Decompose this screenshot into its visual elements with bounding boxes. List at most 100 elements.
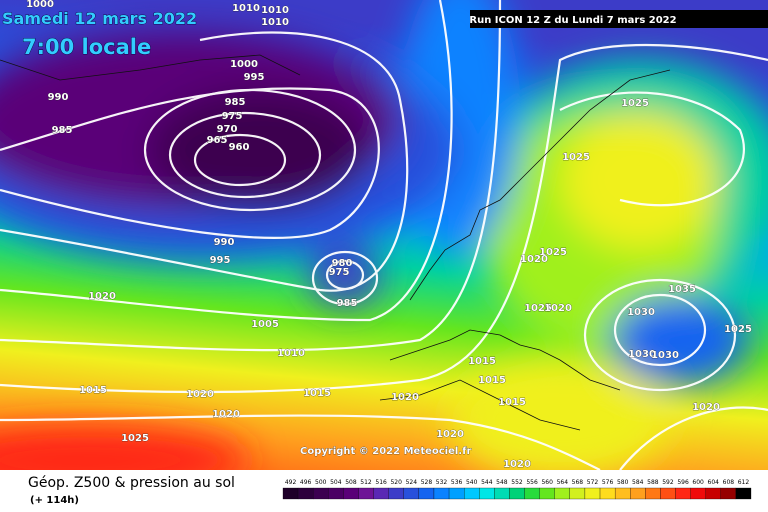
scale-swatch bbox=[328, 487, 344, 500]
isobar-label: 990 bbox=[48, 92, 69, 103]
scale-label: 564 bbox=[557, 479, 569, 486]
isobar-label: 1015 bbox=[79, 385, 107, 396]
isobar-label: 1020 bbox=[520, 254, 548, 265]
isobar-label: 1020 bbox=[544, 303, 572, 314]
isobar-label: 975 bbox=[222, 111, 243, 122]
scale-label: 516 bbox=[375, 479, 387, 486]
isobar-label: 960 bbox=[229, 142, 250, 153]
footer-lead: (+ 114h) bbox=[30, 495, 79, 506]
coastlines bbox=[0, 54, 671, 431]
scale-swatch bbox=[675, 487, 691, 500]
scale-swatch bbox=[735, 487, 752, 500]
scale-swatch bbox=[554, 487, 570, 500]
isobar-label: 1020 bbox=[436, 429, 464, 440]
scale-label: 492 bbox=[285, 479, 297, 486]
scale-label: 552 bbox=[511, 479, 523, 486]
isobar-label: 1020 bbox=[503, 459, 531, 470]
scale-swatch bbox=[297, 487, 314, 500]
scale-swatch bbox=[343, 487, 359, 500]
date-label: Samedi 12 mars 2022 bbox=[2, 9, 197, 28]
scale-label: 576 bbox=[602, 479, 614, 486]
scale-label: 496 bbox=[300, 479, 312, 486]
scale-swatch bbox=[358, 487, 374, 500]
scale-label: 528 bbox=[421, 479, 433, 486]
scale-label: 548 bbox=[496, 479, 508, 486]
scale-label: 524 bbox=[406, 479, 418, 486]
isobar-label: 1025 bbox=[562, 152, 590, 163]
isobar-label: 1005 bbox=[251, 319, 279, 330]
isobar-label: 975 bbox=[329, 267, 350, 278]
isobar-label: 1020 bbox=[212, 409, 240, 420]
scale-swatch bbox=[645, 487, 661, 500]
scale-swatch bbox=[599, 487, 616, 500]
scale-label: 508 bbox=[345, 479, 357, 486]
scale-label: 544 bbox=[481, 479, 493, 486]
scale-swatch bbox=[569, 487, 586, 500]
color-scale: 492 496 500 504 508 512 516 520 524 528 532 536 540 5… bbox=[282, 479, 752, 500]
isobar-label: 1025 bbox=[121, 433, 149, 444]
scale-label: 588 bbox=[647, 479, 659, 486]
scale-label: 504 bbox=[330, 479, 342, 486]
scale-label: 604 bbox=[708, 479, 720, 486]
scale-label: 572 bbox=[587, 479, 599, 486]
scale-swatch bbox=[539, 487, 555, 500]
isobar-label: 995 bbox=[210, 255, 231, 266]
scale-label: 596 bbox=[677, 479, 689, 486]
isobar-label: 990 bbox=[214, 237, 235, 248]
isobar-label: 965 bbox=[207, 135, 228, 146]
scale-label: 600 bbox=[692, 479, 704, 486]
isobar-label: 1035 bbox=[668, 284, 696, 295]
scale-swatch bbox=[614, 487, 631, 500]
scale-label: 556 bbox=[526, 479, 538, 486]
scale-swatch bbox=[524, 487, 540, 500]
scale-swatch bbox=[494, 487, 510, 500]
scale-swatch bbox=[705, 487, 721, 500]
scale-swatch bbox=[373, 487, 389, 500]
isobar-label: 1020 bbox=[186, 389, 214, 400]
isobar-label: 1015 bbox=[478, 375, 506, 386]
isobar-label: 1020 bbox=[88, 291, 116, 302]
scale-label: 568 bbox=[572, 479, 584, 486]
scale-swatch bbox=[403, 487, 420, 500]
scale-label: 592 bbox=[662, 479, 674, 486]
isobar-label: 1030 bbox=[628, 349, 656, 360]
scale-swatch bbox=[388, 487, 404, 500]
run-box bbox=[470, 10, 768, 28]
scale-swatch bbox=[479, 487, 495, 500]
scale-swatch bbox=[282, 487, 299, 500]
isobar-label: 1020 bbox=[391, 392, 419, 403]
scale-swatch bbox=[418, 487, 435, 500]
isobar-label: 1030 bbox=[627, 307, 655, 318]
scale-label: 532 bbox=[436, 479, 448, 486]
isobar-label: 980 bbox=[332, 258, 353, 269]
scale-label: 536 bbox=[451, 479, 463, 486]
scale-label: 540 bbox=[466, 479, 478, 486]
isobar-labels: 1000 1010 10101010100099599098598597597096… bbox=[26, 0, 752, 470]
scale-swatch bbox=[313, 487, 329, 500]
scale-label: 512 bbox=[360, 479, 372, 486]
time-label: 7:00 locale bbox=[22, 35, 151, 59]
isobar-lines bbox=[0, 0, 768, 470]
scale-label: 584 bbox=[632, 479, 644, 486]
scale-swatch bbox=[690, 487, 706, 500]
copyright: Copyright © 2022 Meteociel.fr bbox=[300, 446, 471, 457]
scale-label: 608 bbox=[723, 479, 735, 486]
scale-label: 520 bbox=[390, 479, 402, 486]
scale-swatch bbox=[464, 487, 480, 500]
isobar-label: 1025 bbox=[724, 324, 752, 335]
scale-swatch bbox=[509, 487, 525, 500]
scale-swatch bbox=[660, 487, 676, 500]
isobar-label: 1010 bbox=[277, 348, 305, 359]
isobar-label: 1010 bbox=[261, 17, 289, 28]
isobar-label: 995 bbox=[244, 72, 265, 83]
footer-title: Géop. Z500 & pression au sol bbox=[28, 475, 235, 491]
scale-swatch bbox=[584, 487, 601, 500]
isobar-label: 1015 bbox=[303, 388, 331, 399]
scale-label: 612 bbox=[738, 479, 750, 486]
isobar-label: 985 bbox=[52, 125, 73, 136]
scale-label: 500 bbox=[315, 479, 327, 486]
isobar-label: 1010 bbox=[261, 5, 289, 16]
isobar-label: 1010 bbox=[232, 3, 260, 14]
isobar-label: 1025 bbox=[539, 247, 567, 258]
